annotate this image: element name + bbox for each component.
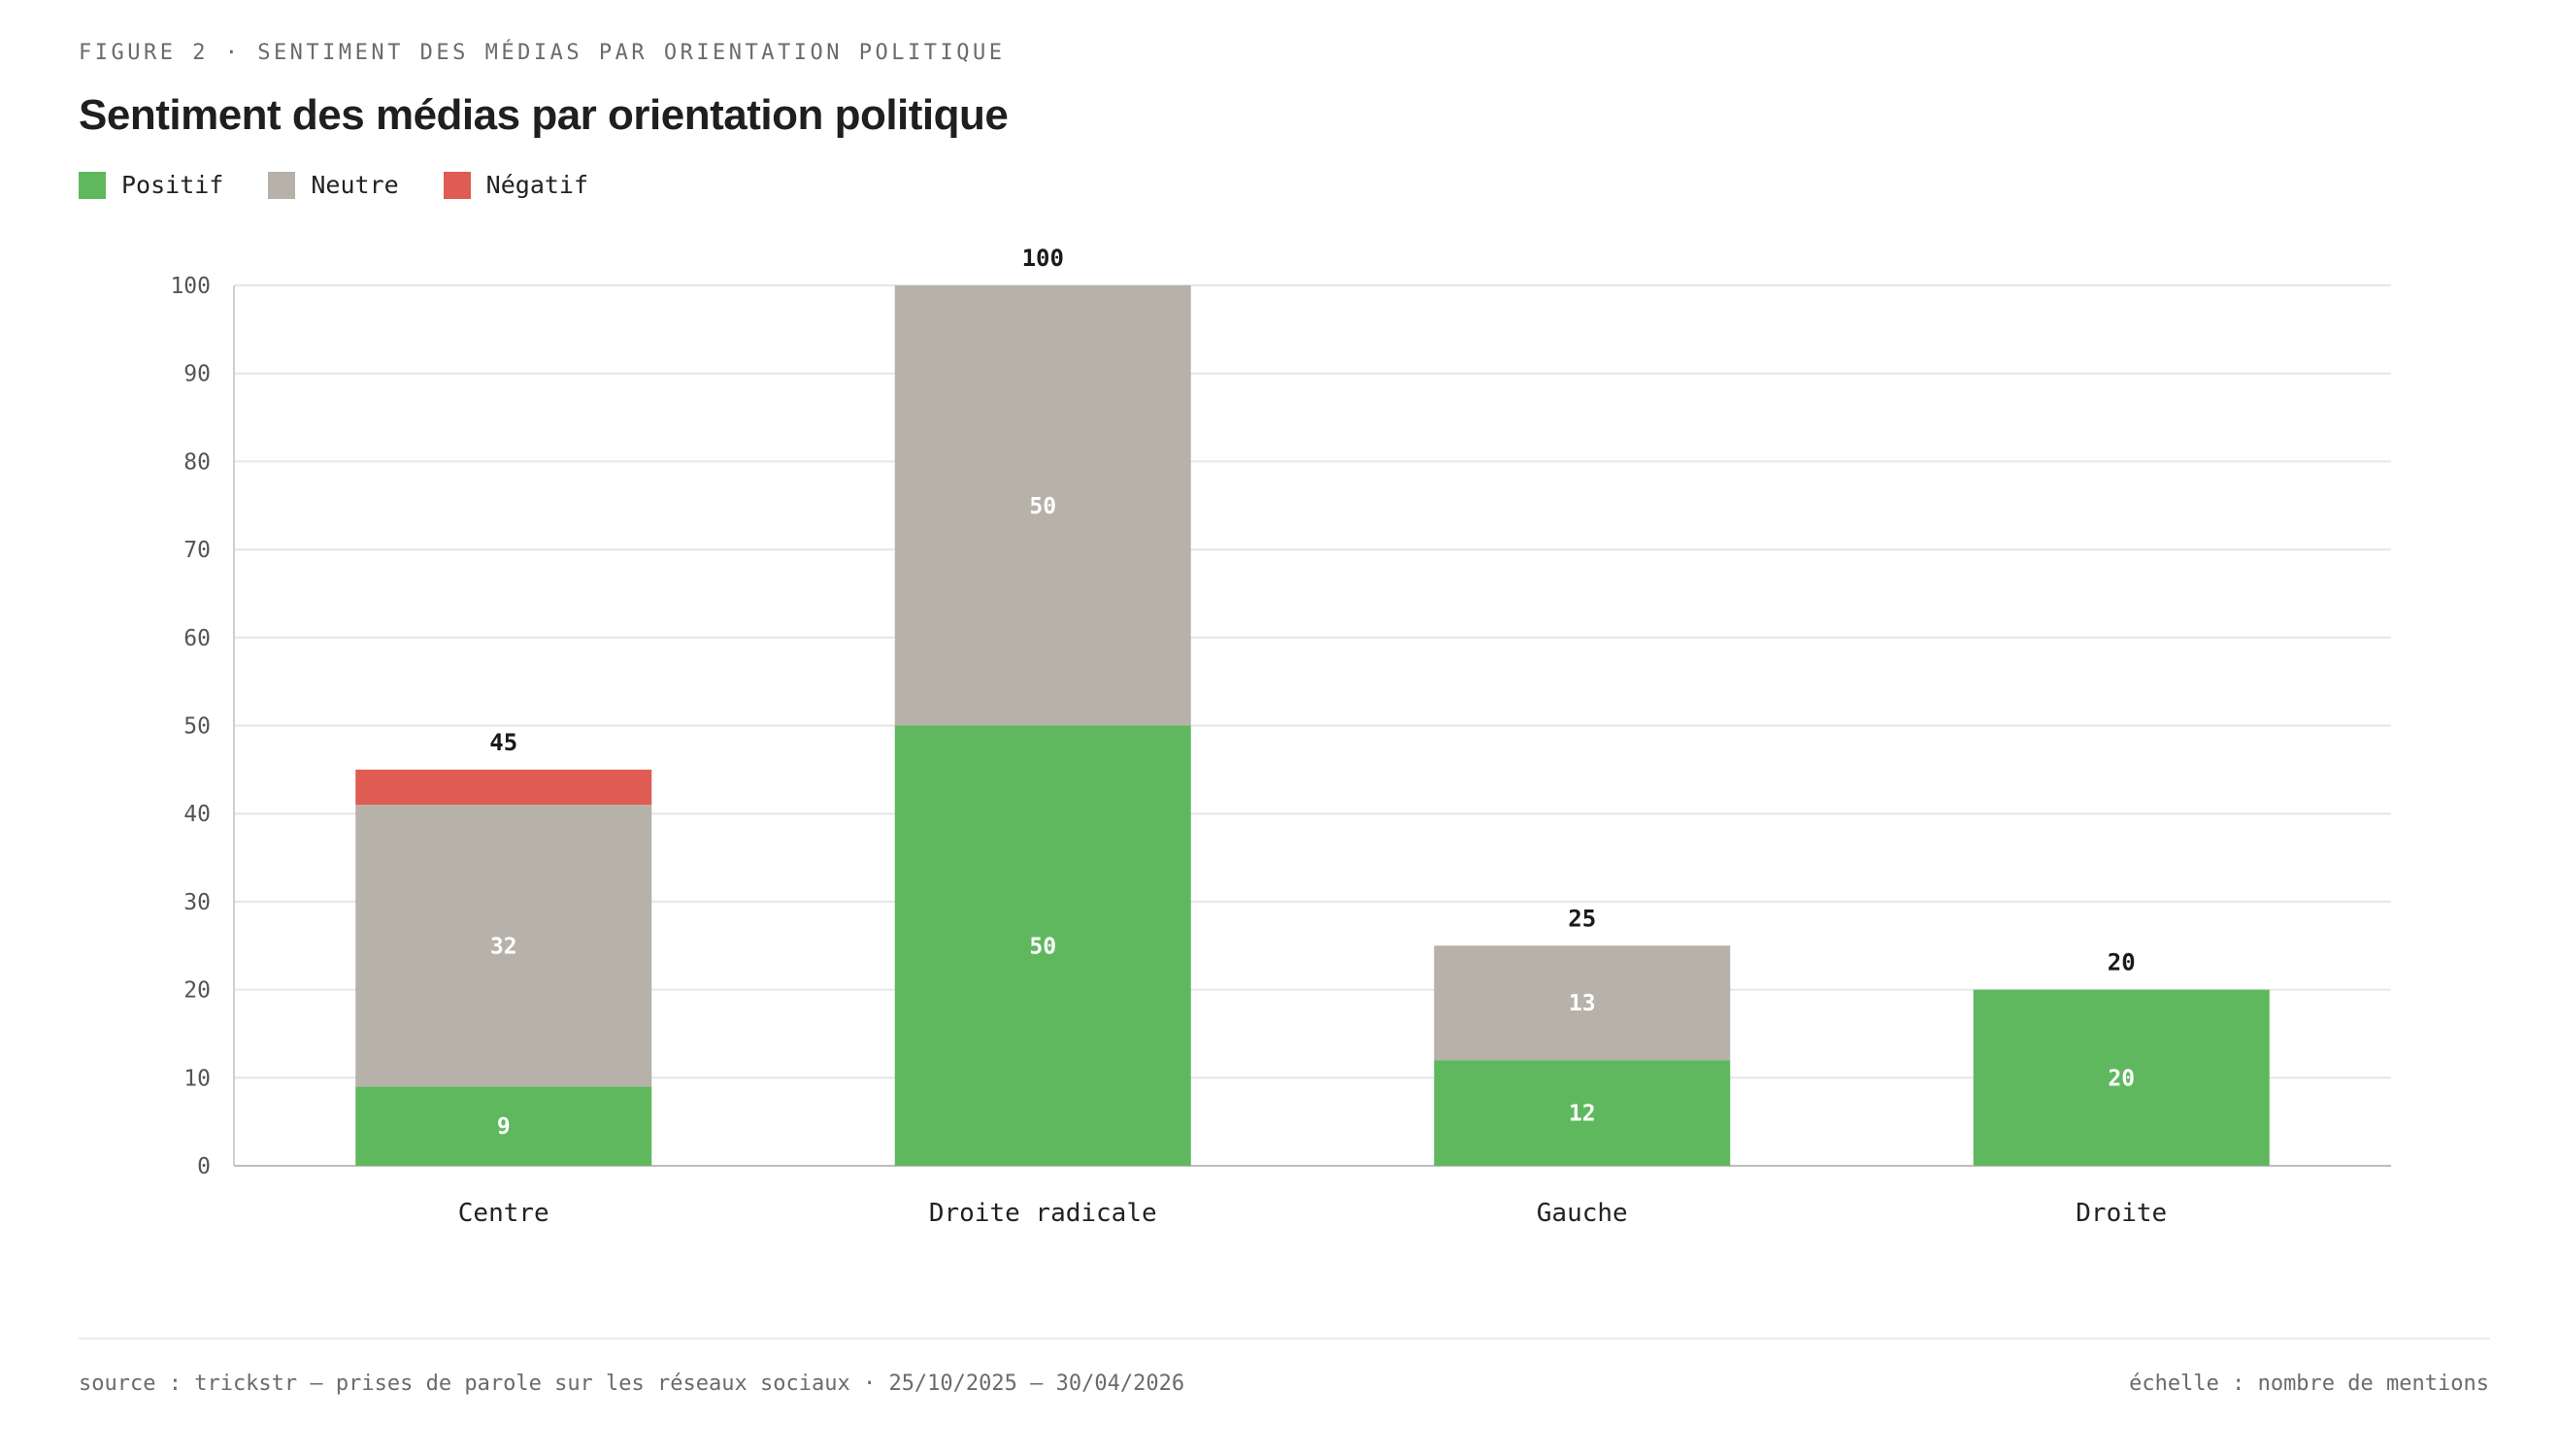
legend-swatch-positif xyxy=(79,171,106,199)
y-tick-label: 100 xyxy=(170,274,211,299)
figure-eyebrow: FIGURE 2 · SENTIMENT DES MÉDIAS PAR ORIE… xyxy=(79,41,1006,65)
segment-value-label: 13 xyxy=(1569,991,1596,1016)
y-tick-label: 60 xyxy=(183,626,211,651)
bar-segment-positif xyxy=(1973,989,2270,1166)
legend-label-positif: Positif xyxy=(121,171,224,199)
bar-total-label: 100 xyxy=(1022,245,1064,272)
x-category-label: Centre xyxy=(458,1199,549,1228)
segment-value-label: 9 xyxy=(497,1114,511,1140)
bar-total-label: 45 xyxy=(489,729,517,756)
y-tick-label: 0 xyxy=(197,1154,211,1179)
y-tick-label: 70 xyxy=(183,538,211,563)
legend-item-neutre: Neutre xyxy=(268,171,399,199)
segment-value-label: 32 xyxy=(490,934,517,959)
segment-value-label: 12 xyxy=(1569,1102,1596,1127)
segment-value-label: 50 xyxy=(1029,494,1056,519)
footer-divider xyxy=(79,1338,2490,1340)
segment-value-label: 20 xyxy=(2108,1066,2135,1091)
y-tick-label: 20 xyxy=(183,978,211,1004)
y-tick-label: 50 xyxy=(183,714,211,740)
bar-segment-negatif xyxy=(355,769,652,806)
bar-segment-positif xyxy=(894,725,1191,1166)
chart-title: Sentiment des médias par orientation pol… xyxy=(79,91,1009,139)
y-tick-label: 30 xyxy=(183,890,211,915)
legend-label-negatif: Négatif xyxy=(485,171,589,199)
y-tick-label: 80 xyxy=(183,449,211,475)
legend-label-neutre: Neutre xyxy=(311,171,399,199)
legend-item-negatif: Négatif xyxy=(443,171,589,199)
bar-segment-neutre xyxy=(894,285,1191,726)
x-category-label: Gauche xyxy=(1537,1199,1628,1228)
legend-swatch-neutre xyxy=(268,171,296,199)
legend-swatch-negatif xyxy=(443,171,471,199)
bar-segment-positif xyxy=(355,1086,652,1166)
scale-note: échelle : nombre de mentions xyxy=(2129,1372,2489,1396)
legend-item-positif: Positif xyxy=(79,171,223,199)
bar-total-label: 20 xyxy=(2108,949,2136,976)
stacked-bar-chart: 0 10 20 30 40 50 60 70 80 90 100 9 32 45 Centre 50 50 100… xyxy=(170,245,2391,1228)
segment-value-label: 50 xyxy=(1029,934,1056,959)
x-category-label: Droite radicale xyxy=(929,1199,1157,1228)
source-note: source : trickstr — prises de parole sur… xyxy=(79,1372,1185,1396)
y-tick-label: 40 xyxy=(183,802,211,827)
bar-segment-positif xyxy=(1434,1060,1731,1166)
chart-legend: Positif Neutre Négatif xyxy=(79,171,633,199)
y-tick-label: 10 xyxy=(183,1066,211,1091)
x-category-label: Droite xyxy=(2076,1199,2167,1228)
bar-total-label: 25 xyxy=(1568,905,1596,932)
bar-segment-neutre xyxy=(1434,945,1731,1061)
bar-segment-neutre xyxy=(355,805,652,1087)
y-tick-label: 90 xyxy=(183,362,211,387)
